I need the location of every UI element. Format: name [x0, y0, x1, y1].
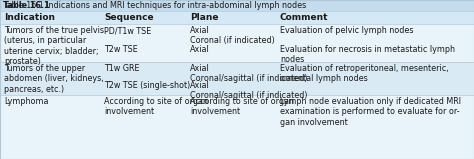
Text: Tumors of the true pelvis
(uterus, in particular
uterine cervix; bladder;
prosta: Tumors of the true pelvis (uterus, in pa… [4, 26, 104, 66]
Bar [0, 24, 474, 62]
Bar [0, 11, 474, 24]
Text: Table 16.1 Indications and MRI techniques for intra-abdominal lymph nodes: Table 16.1 Indications and MRI technique… [3, 1, 306, 10]
Text: According to site of organ
involvement: According to site of organ involvement [104, 97, 208, 116]
Bar [0, 62, 474, 95]
Text: Indication: Indication [4, 13, 55, 22]
Text: Tumors of the upper
abdomen (liver, kidneys,
pancreas, etc.): Tumors of the upper abdomen (liver, kidn… [4, 64, 104, 94]
Text: Table 16.1: Table 16.1 [3, 1, 49, 10]
Text: T2w TSE: T2w TSE [104, 45, 138, 54]
Text: Axial
Coronal (if indicated): Axial Coronal (if indicated) [190, 26, 275, 45]
Bar [0, 0, 474, 11]
Text: Plane: Plane [190, 13, 219, 22]
Text: Evaluation of pelvic lymph nodes: Evaluation of pelvic lymph nodes [280, 26, 413, 35]
Text: Axial
Coronal/sagittal (if indicated): Axial Coronal/sagittal (if indicated) [190, 80, 308, 100]
Text: Evaluation for necrosis in metastatic lymph
nodes: Evaluation for necrosis in metastatic ly… [280, 45, 455, 64]
Text: Lymphoma: Lymphoma [4, 97, 48, 106]
Text: Sequence: Sequence [104, 13, 154, 22]
Text: T2w TSE (single-shot): T2w TSE (single-shot) [104, 80, 190, 90]
Text: Evaluation of retroperitoneal, mesenteric,
omental lymph nodes: Evaluation of retroperitoneal, mesenteri… [280, 64, 448, 83]
Text: According to site of organ
involvement: According to site of organ involvement [190, 97, 294, 116]
Text: T1w GRE: T1w GRE [104, 64, 139, 73]
Text: Axial
Coronal/sagittal (if indicated): Axial Coronal/sagittal (if indicated) [190, 64, 308, 83]
Bar [0, 95, 474, 130]
Text: PD/T1w TSE: PD/T1w TSE [104, 26, 151, 35]
Text: Lymph node evaluation only if dedicated MRI
examination is performed to evaluate: Lymph node evaluation only if dedicated … [280, 97, 461, 127]
Text: Comment: Comment [280, 13, 328, 22]
Text: Axial: Axial [190, 45, 210, 54]
